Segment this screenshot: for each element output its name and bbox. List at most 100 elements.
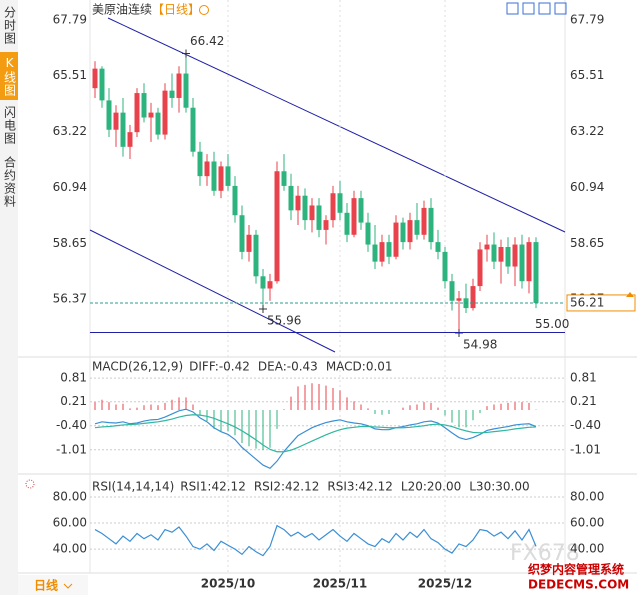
candle-body	[204, 161, 210, 177]
series-line	[94, 524, 537, 557]
candle-body	[449, 281, 455, 301]
period-switch[interactable]	[18, 575, 88, 595]
tab[interactable]: 闪电图	[3, 106, 17, 145]
candle-body	[120, 112, 126, 147]
y-tick-label: 63.22	[570, 124, 604, 138]
candle-body	[260, 276, 266, 289]
candle-body	[407, 220, 413, 243]
candle-body	[309, 205, 315, 221]
arrow-icon	[626, 291, 634, 297]
candle-body	[505, 246, 511, 267]
candle-body	[232, 185, 238, 216]
trend-line	[89, 229, 336, 353]
candle-body	[344, 212, 350, 235]
candle-body	[316, 205, 322, 230]
chart-title: 美原油连续	[92, 2, 152, 17]
candle-body	[386, 242, 392, 257]
y-tick-label: 60.94	[570, 180, 604, 194]
candle-body	[281, 171, 287, 186]
x-tick-label: 2025/10	[201, 577, 255, 591]
candle-body	[337, 193, 343, 213]
y-tick-label: 0.21	[60, 394, 87, 408]
candle-body	[491, 244, 497, 262]
tool-icon[interactable]	[522, 2, 535, 15]
candle-body	[323, 220, 329, 230]
annotation: 54.98	[463, 337, 497, 351]
candle-body	[99, 68, 105, 101]
last-price-label: 56.21	[570, 295, 604, 309]
dropdown-icon	[63, 583, 73, 589]
candle-body	[190, 107, 196, 152]
candle-body	[442, 251, 448, 282]
legend-entry: MACD:0.01	[326, 360, 393, 374]
y-tick-label: 67.79	[53, 13, 87, 27]
settings-icon[interactable]	[25, 479, 35, 489]
candle-body	[148, 112, 154, 118]
candle-body	[176, 73, 182, 98]
last-price-box	[566, 294, 636, 312]
candle-body	[239, 215, 245, 252]
legend-entry: L20:20.00	[401, 480, 461, 494]
panel-title: RSI(14,14,14)	[92, 480, 174, 494]
candle-body	[274, 171, 280, 282]
annotation: 66.42	[190, 34, 224, 48]
y-tick-label: 67.79	[570, 13, 604, 27]
candle-body	[288, 185, 294, 211]
candle-body	[302, 195, 308, 221]
y-tick-label: 0.81	[570, 371, 597, 385]
tab[interactable]: K线图	[3, 56, 17, 97]
y-tick-label: 60.00	[570, 516, 604, 530]
series-line	[94, 414, 537, 453]
candle-body	[330, 193, 336, 221]
y-tick-label: 60.94	[53, 180, 87, 194]
tab[interactable]: 分时图	[3, 6, 17, 45]
candle-body	[113, 112, 119, 130]
tab[interactable]: 合约资料	[3, 155, 17, 208]
y-tick-label: 40.00	[570, 542, 604, 556]
legend-entry: RSI2:42.12	[254, 480, 320, 494]
candle-body	[365, 222, 371, 245]
candle-body	[127, 132, 133, 147]
candle-body	[225, 166, 231, 186]
candle-body	[379, 242, 385, 262]
y-tick-label: 0.81	[60, 371, 87, 385]
candle-body	[295, 195, 301, 211]
candle-body	[253, 234, 259, 277]
tool-icon[interactable]	[506, 2, 519, 15]
y-tick-label: 63.22	[53, 124, 87, 138]
candle-body	[421, 207, 427, 235]
tool-icon[interactable]	[538, 2, 551, 15]
x-tick-label: 2025/11	[313, 577, 367, 591]
candle-body	[533, 242, 539, 303]
legend-entry: RSI3:42.12	[327, 480, 393, 494]
candle-body	[211, 161, 217, 191]
y-tick-label: 60.00	[53, 516, 87, 530]
candle-body	[141, 93, 147, 118]
tool-icon[interactable]	[554, 2, 567, 15]
legend-entry: DEA:-0.43	[258, 360, 318, 374]
support-label: 55.00	[535, 317, 569, 331]
legend-entry: DIFF:-0.42	[189, 360, 250, 374]
candle-body	[358, 198, 364, 223]
legend-entry: RSI1:42.12	[180, 480, 246, 494]
trend-line	[107, 17, 566, 233]
candle-body	[435, 242, 441, 252]
candle-body	[519, 244, 525, 282]
candle-body	[169, 90, 175, 98]
y-tick-label: 65.51	[53, 68, 87, 82]
candle-body	[106, 100, 112, 130]
watermark: DEDECMS.COM	[528, 578, 629, 592]
period-tab[interactable]: 日线	[34, 578, 58, 593]
candle-body	[218, 166, 224, 191]
candle-body	[134, 93, 140, 133]
period[interactable]: 【日线】	[152, 3, 200, 17]
y-tick-label: -0.40	[570, 418, 601, 432]
candle-body	[393, 222, 399, 257]
marker	[259, 305, 267, 314]
candle-body	[484, 244, 490, 250]
y-tick-label: -1.01	[570, 442, 601, 456]
sidebar	[0, 0, 18, 595]
add-icon[interactable]	[199, 5, 209, 15]
candle-body	[512, 244, 518, 267]
candle-body	[267, 281, 273, 289]
